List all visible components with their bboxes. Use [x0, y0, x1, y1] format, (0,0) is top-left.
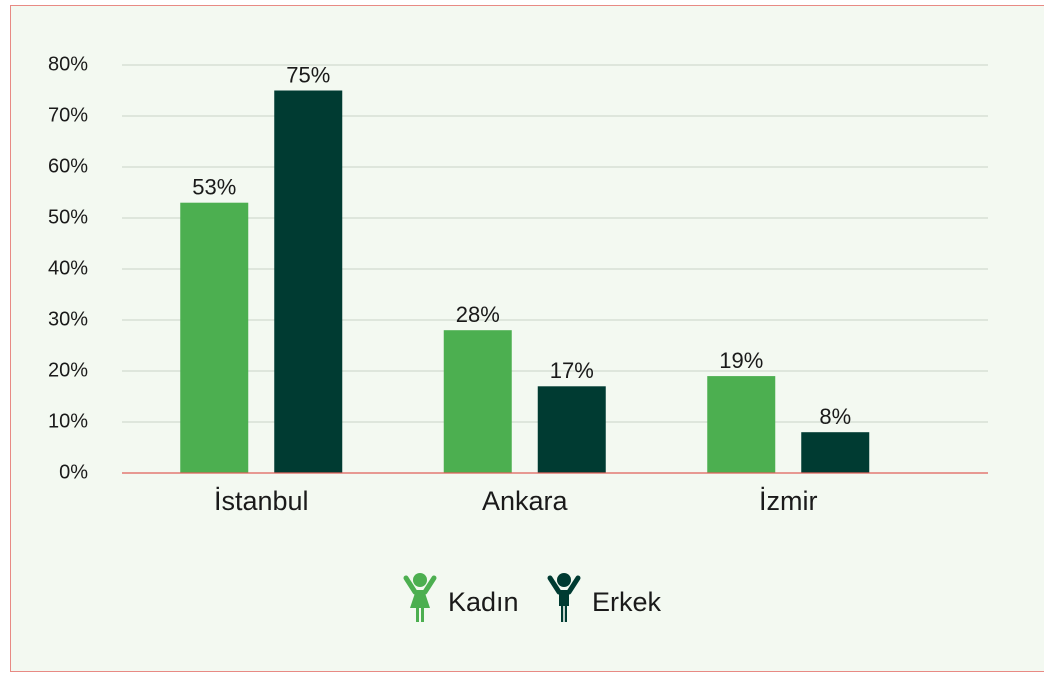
legend-item [403, 573, 437, 622]
bar [537, 386, 606, 473]
y-tick-label: 0% [59, 461, 88, 483]
value-label: 17% [550, 358, 594, 383]
x-tick-label: İzmir [759, 485, 817, 516]
y-tick-label: 60% [48, 155, 88, 177]
legend-item [547, 573, 581, 622]
legend-icon-head [413, 573, 427, 587]
x-tick-label: Ankara [482, 486, 569, 516]
y-tick-label: 70% [48, 104, 88, 126]
legend-label: Erkek [592, 587, 662, 617]
y-tick-label: 30% [48, 308, 88, 330]
legend-label: Kadın [448, 587, 519, 617]
legend-icon-head [557, 573, 571, 587]
chart-background [10, 5, 1044, 672]
bar [801, 432, 870, 473]
value-label: 75% [286, 62, 330, 87]
x-tick-label: İstanbul [214, 485, 309, 516]
bar [707, 376, 776, 473]
y-tick-label: 80% [48, 53, 88, 75]
bar [180, 202, 249, 473]
y-tick-label: 20% [48, 359, 88, 381]
bar [274, 90, 343, 473]
value-label: 53% [192, 175, 236, 200]
y-tick-label: 10% [48, 410, 88, 432]
value-label: 8% [819, 404, 851, 429]
y-tick-label: 40% [48, 257, 88, 279]
value-label: 19% [719, 348, 763, 373]
legend-icon-body [410, 590, 430, 622]
value-label: 28% [456, 302, 500, 327]
legend-icon-arms [547, 575, 581, 595]
bar [443, 330, 512, 473]
legend-icon-arms [403, 575, 437, 595]
y-tick-label: 50% [48, 206, 88, 228]
legend-icon-body [559, 590, 569, 622]
